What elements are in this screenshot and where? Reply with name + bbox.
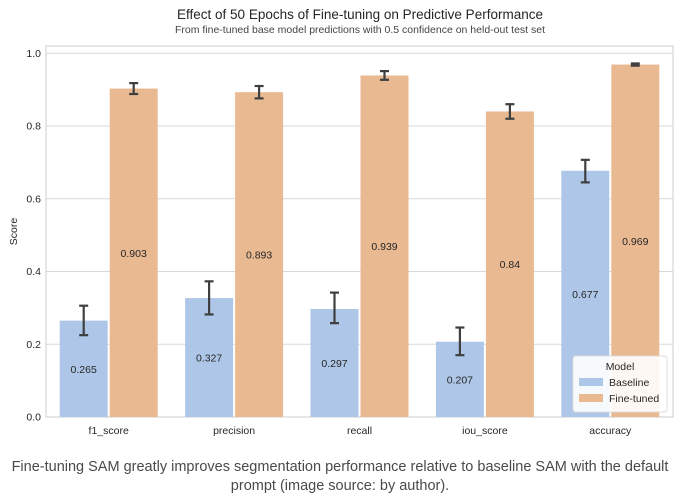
legend: Model Baseline Fine-tuned [572, 355, 668, 413]
bar-fine-tuned-precision [235, 92, 284, 417]
data-label: 0.327 [196, 353, 222, 365]
x-tick-label: f1_score [89, 425, 129, 437]
data-label: 0.207 [447, 374, 473, 386]
legend-label: Baseline [609, 377, 649, 389]
legend-title: Model [606, 361, 635, 373]
plot-frame [45, 45, 674, 418]
data-label: 0.903 [121, 248, 147, 260]
bar-fine-tuned-recall [360, 75, 409, 417]
data-label: 0.939 [371, 241, 397, 253]
data-label: 0.265 [71, 364, 97, 376]
x-tick-label: precision [213, 425, 255, 437]
legend-label: Fine-tuned [609, 393, 659, 405]
data-label: 0.297 [321, 358, 347, 370]
legend-swatch [579, 394, 603, 402]
y-tick-label: 0.0 [26, 412, 41, 424]
y-tick-label: 1.0 [26, 48, 41, 60]
bar-fine-tuned-f1_score [109, 88, 158, 418]
y-tick-label: 0.6 [26, 193, 41, 205]
bar-baseline-precision [185, 298, 234, 417]
legend-swatch [579, 378, 603, 386]
data-label: 0.893 [246, 250, 272, 262]
chart: Effect of 50 Epochs of Fine-tuning on Pr… [8, 7, 674, 437]
data-label: 0.969 [622, 236, 648, 248]
bar-baseline-recall [310, 308, 359, 417]
bar-fine-tuned-iou_score [485, 111, 534, 418]
x-tick-label: accuracy [589, 425, 632, 437]
x-tick-label: recall [347, 425, 372, 437]
y-tick-label: 0.4 [26, 266, 41, 278]
y-tick-label: 0.2 [26, 339, 41, 351]
chart-subtitle: From fine-tuned base model predictions w… [175, 24, 545, 36]
y-axis-label: Score [8, 218, 20, 246]
data-label: 0.84 [500, 259, 521, 271]
figure-caption: Fine-tuning SAM greatly improves segment… [11, 459, 669, 494]
y-tick-label: 0.8 [26, 121, 41, 133]
data-label: 0.677 [572, 289, 598, 301]
chart-title: Effect of 50 Epochs of Fine-tuning on Pr… [177, 7, 543, 22]
bar-baseline-f1_score [59, 320, 108, 417]
x-tick-label: iou_score [462, 425, 508, 437]
